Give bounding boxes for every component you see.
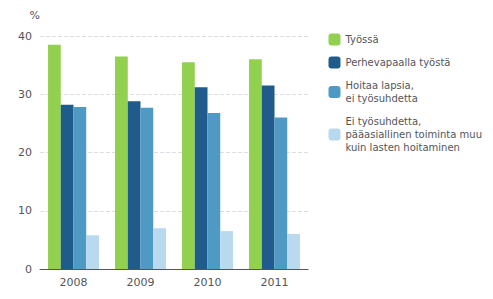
svg-text:Perhevapaalla työstä: Perhevapaalla työstä [345,57,450,68]
svg-text:2011: 2011 [261,276,289,289]
svg-text:%: % [30,9,40,22]
svg-text:pääasiallinen toiminta muu: pääasiallinen toiminta muu [345,129,482,140]
svg-text:40: 40 [18,30,32,43]
svg-text:Hoitaa lapsia,: Hoitaa lapsia, [345,80,413,91]
svg-text:Ei työsuhdetta,: Ei työsuhdetta, [345,116,421,127]
svg-text:kuin lasten hoitaminen: kuin lasten hoitaminen [345,142,459,153]
svg-text:Työssä: Työssä [344,34,378,45]
svg-text:2008: 2008 [60,276,88,289]
svg-text:0: 0 [25,263,32,276]
svg-text:ei työsuhdetta: ei työsuhdetta [345,93,417,104]
svg-text:30: 30 [18,88,32,101]
svg-text:2009: 2009 [127,276,155,289]
svg-text:20: 20 [18,146,32,159]
svg-text:2010: 2010 [194,276,222,289]
svg-text:10: 10 [18,204,32,217]
